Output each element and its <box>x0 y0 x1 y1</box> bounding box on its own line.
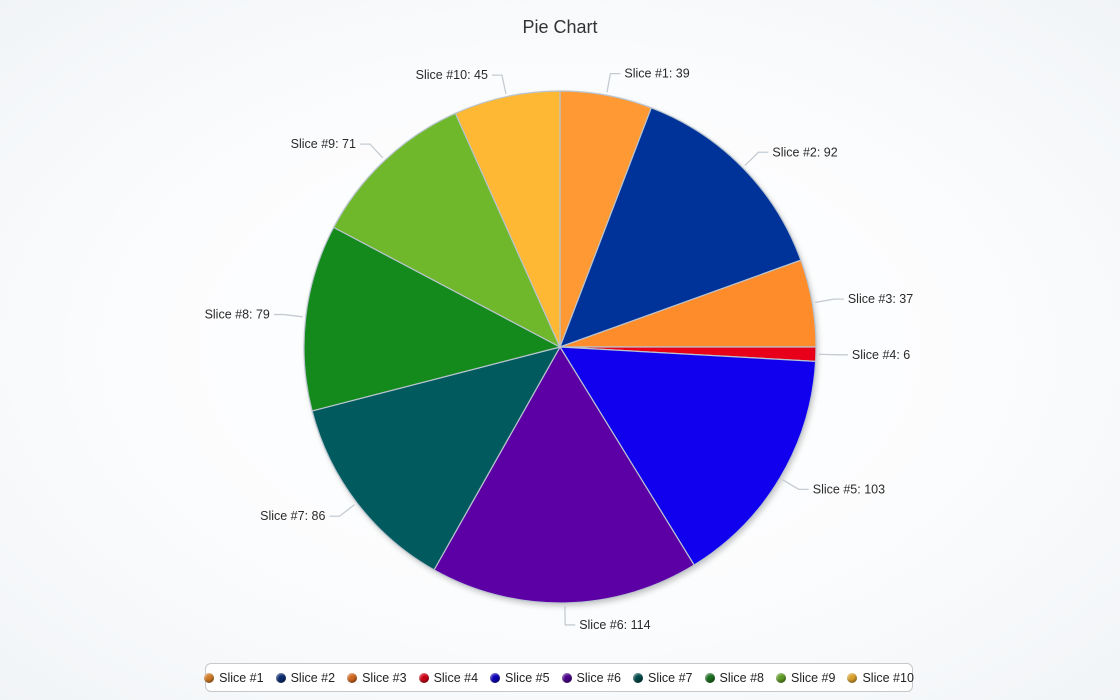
slice-label-9: Slice #9: 71 <box>291 137 356 151</box>
slice-label-5: Slice #5: 103 <box>813 482 885 496</box>
slice-label-connector-9 <box>359 143 384 159</box>
legend-item-3[interactable]: Slice #3 <box>347 670 407 685</box>
legend-label: Slice #9 <box>790 670 836 685</box>
legend-label: Slice #4 <box>433 670 479 685</box>
legend-label: Slice #5 <box>505 670 550 685</box>
chart-legend: Slice #1 Slice #2 Slice #3 Slice #4 Slice #5… <box>204 663 914 692</box>
slice-label-2: Slice #2: 92 <box>772 145 837 159</box>
legend-item-4[interactable]: Slice #4 <box>418 670 479 685</box>
legend-marker-icon <box>847 672 858 683</box>
legend-item-2[interactable]: Slice #2 <box>275 670 336 685</box>
slice-label-connector-7 <box>329 504 355 517</box>
slice-label-connector-8 <box>273 313 303 318</box>
slice-label-connector-1 <box>606 72 621 93</box>
slice-label-10: Slice #10: 45 <box>416 68 488 82</box>
legend-marker-icon <box>490 672 501 683</box>
slice-label-8: Slice #8: 79 <box>205 308 270 322</box>
legend-marker-icon <box>775 672 786 683</box>
slice-label-4: Slice #4: 6 <box>852 348 910 362</box>
legend-label: Slice #6 <box>576 670 622 685</box>
legend-label: Slice #3 <box>362 670 407 685</box>
pie-slices <box>303 90 817 604</box>
chart-title: Pie Chart <box>522 17 598 37</box>
slice-label-connector-5 <box>782 479 809 491</box>
slice-labels: Slice #1: 39 Slice #2: 92 Slice #3: 37 Slic… <box>205 67 914 632</box>
pie-slice-9[interactable] <box>333 112 561 348</box>
slice-label-connector-6 <box>564 605 576 626</box>
legend-label: Slice #7 <box>648 670 693 685</box>
legend-marker-icon <box>275 672 286 683</box>
slice-label-6: Slice #6: 114 <box>579 618 650 632</box>
pie-slice-7[interactable] <box>311 346 561 571</box>
legend-item-9[interactable]: Slice #9 <box>775 670 836 685</box>
legend-item-5[interactable]: Slice #5 <box>490 670 550 685</box>
legend-marker-icon <box>418 672 429 683</box>
legend-label: Slice #1 <box>219 670 264 685</box>
slice-label-3: Slice #3: 37 <box>848 292 913 306</box>
legend-label: Slice #8 <box>719 670 764 685</box>
legend-item-1[interactable]: Slice #1 <box>204 670 264 685</box>
legend-marker-icon <box>633 672 644 683</box>
legend-marker-icon <box>204 672 215 683</box>
slice-label-1: Slice #1: 39 <box>624 67 689 81</box>
slice-label-connector-4 <box>818 353 848 356</box>
legend-item-8[interactable]: Slice #8 <box>704 670 764 685</box>
slice-label-connector-10 <box>491 74 507 94</box>
pie-slice-6[interactable] <box>433 346 695 604</box>
slice-label-connector-2 <box>744 151 769 167</box>
legend-marker-icon <box>347 672 358 683</box>
pie-slice-2[interactable] <box>559 107 802 348</box>
legend-label: Slice #2 <box>290 670 336 685</box>
legend-label: Slice #10 <box>862 670 914 685</box>
legend-marker-icon <box>704 672 715 683</box>
legend-marker-icon <box>561 672 572 683</box>
pie-slice-10[interactable] <box>454 90 561 348</box>
legend-item-7[interactable]: Slice #7 <box>633 670 693 685</box>
pie-slice-8[interactable] <box>303 226 561 412</box>
slice-label-connector-3 <box>815 298 844 304</box>
legend-item-6[interactable]: Slice #6 <box>561 670 622 685</box>
legend-item-10[interactable]: Slice #10 <box>847 670 914 685</box>
pie-slice-5[interactable] <box>559 346 817 566</box>
slice-label-7: Slice #7: 86 <box>260 509 325 523</box>
